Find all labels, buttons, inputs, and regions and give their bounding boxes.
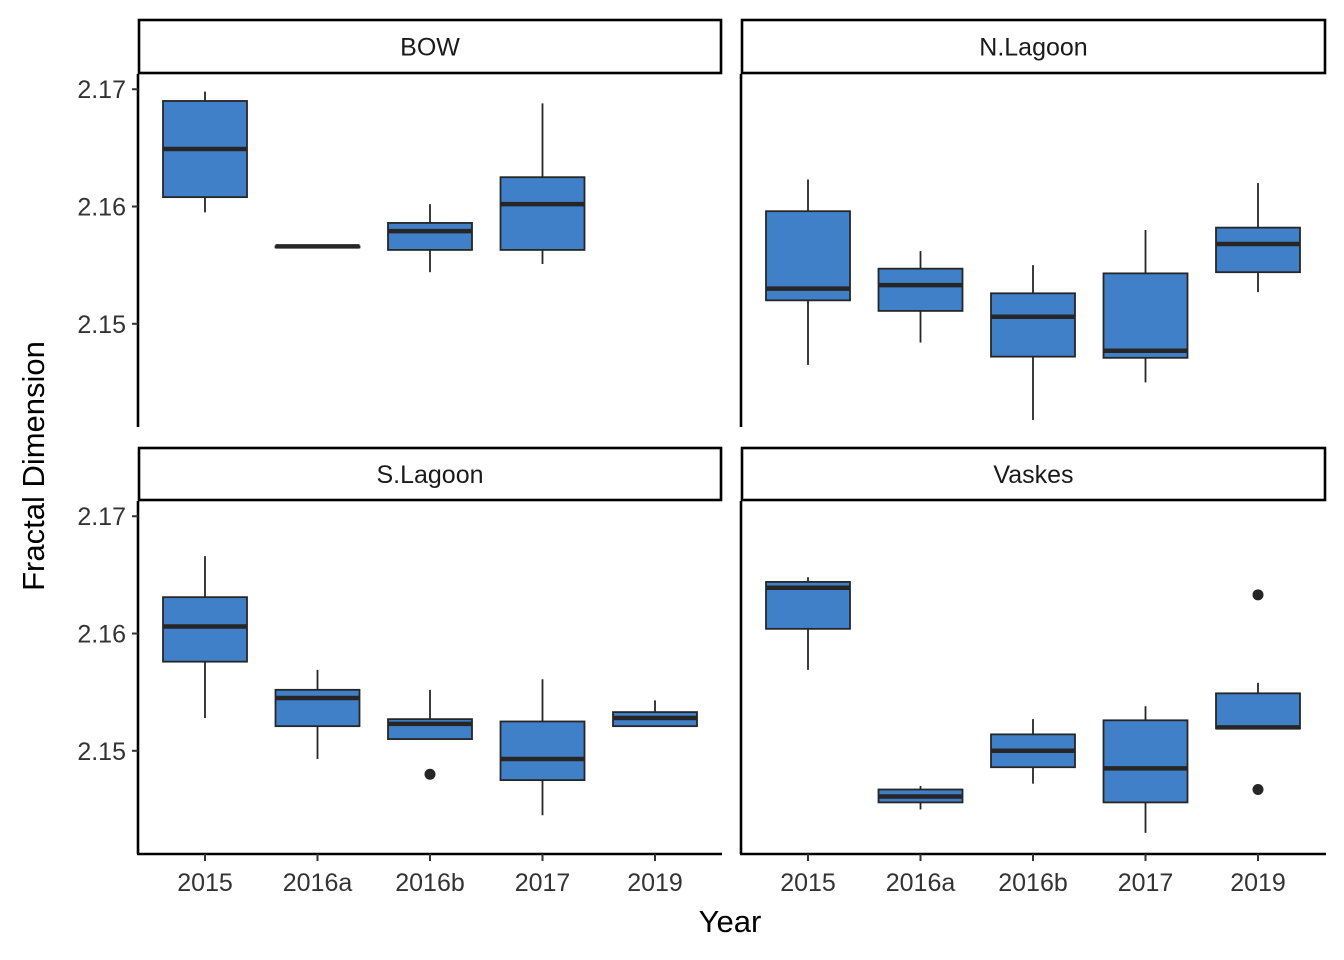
strip-bow <box>137 18 723 75</box>
y-tick-label: 2.16 <box>77 621 126 649</box>
box-vaskes-2019 <box>1215 589 1301 795</box>
x-tick-label: 2016b <box>395 869 465 897</box>
strip-label-vaskes: Vaskes <box>993 461 1073 489</box>
y-tick-label: 2.17 <box>77 503 126 531</box>
box-n-lagoon-2017 <box>1102 229 1189 383</box>
strip-s-lagoon <box>137 446 723 502</box>
box-s-lagoon-2017 <box>499 679 586 816</box>
outlier-point <box>1252 783 1264 795</box>
box-n-lagoon-2016a <box>877 251 964 343</box>
strip-label-n-lagoon: N.Lagoon <box>979 34 1087 62</box>
y-axis-title: Fractal Dimension <box>16 341 51 591</box>
x-tick-label: 2017 <box>515 869 571 897</box>
facet-panel: S.Lagoon 2.15 2.16 2.17 2015 2016a 2016b 2017 20… <box>77 446 723 897</box>
y-tick-label: 2.16 <box>77 194 126 222</box>
x-axis-title: Year <box>699 904 762 939</box>
x-tick-label: 2019 <box>1230 869 1286 897</box>
box-rect <box>1102 272 1189 359</box>
facet-panel: BOW 2.15 2.16 2.17 <box>77 18 723 427</box>
box-rect <box>877 267 964 312</box>
box-rect <box>387 222 473 251</box>
box-bow-2015 <box>162 91 248 213</box>
box-rect <box>765 210 851 302</box>
box-n-lagoon-2016b <box>990 265 1076 420</box>
x-tick-label: 2016a <box>886 869 956 897</box>
box-rect <box>1102 719 1189 804</box>
box-vaskes-2016b <box>990 719 1076 784</box>
box-s-lagoon-2016a <box>274 669 361 760</box>
facets-layer: BOW 2.15 2.16 2.17 N.Lagoon S.Lagoon 2.15 2.16 2… <box>77 18 1327 897</box>
box-bow-2016b <box>387 204 473 273</box>
box-rect <box>274 688 361 728</box>
x-tick-label: 2015 <box>177 869 233 897</box>
y-tick-label: 2.15 <box>77 738 126 766</box>
box-rect <box>499 720 586 782</box>
strip-label-s-lagoon: S.Lagoon <box>376 461 483 489</box>
box-bow-2016a <box>274 244 361 249</box>
facet-panel: N.Lagoon <box>739 18 1327 427</box>
box-bow-2017 <box>499 103 586 264</box>
strip-label-bow: BOW <box>400 34 460 62</box>
y-tick-label: 2.15 <box>77 311 126 339</box>
strip-n-lagoon <box>740 18 1327 75</box>
box-rect <box>162 596 248 663</box>
x-tick-label: 2016b <box>998 869 1068 897</box>
strip-vaskes <box>740 446 1327 502</box>
box-n-lagoon-2019 <box>1215 183 1301 293</box>
box-vaskes-2015 <box>765 577 851 670</box>
box-s-lagoon-2019 <box>612 700 698 728</box>
box-n-lagoon-2015 <box>765 179 851 365</box>
box-rect <box>1215 226 1301 274</box>
x-tick-label: 2016a <box>283 869 353 897</box>
x-tick-label: 2015 <box>780 869 836 897</box>
x-tick-label: 2017 <box>1118 869 1174 897</box>
x-tick-label: 2019 <box>627 869 683 897</box>
outlier-point <box>424 768 436 780</box>
box-rect <box>1215 692 1301 730</box>
facet-panel: Vaskes 2015 2016a 2016b 2017 2019 <box>739 446 1327 897</box>
box-rect <box>990 292 1076 358</box>
outlier-point <box>1252 589 1264 601</box>
box-s-lagoon-2015 <box>162 556 248 718</box>
box-s-lagoon-2016b <box>387 689 473 780</box>
box-vaskes-2016a <box>877 785 964 810</box>
box-vaskes-2017 <box>1102 706 1189 833</box>
y-tick-label: 2.17 <box>77 76 126 104</box>
box-rect <box>499 176 586 251</box>
